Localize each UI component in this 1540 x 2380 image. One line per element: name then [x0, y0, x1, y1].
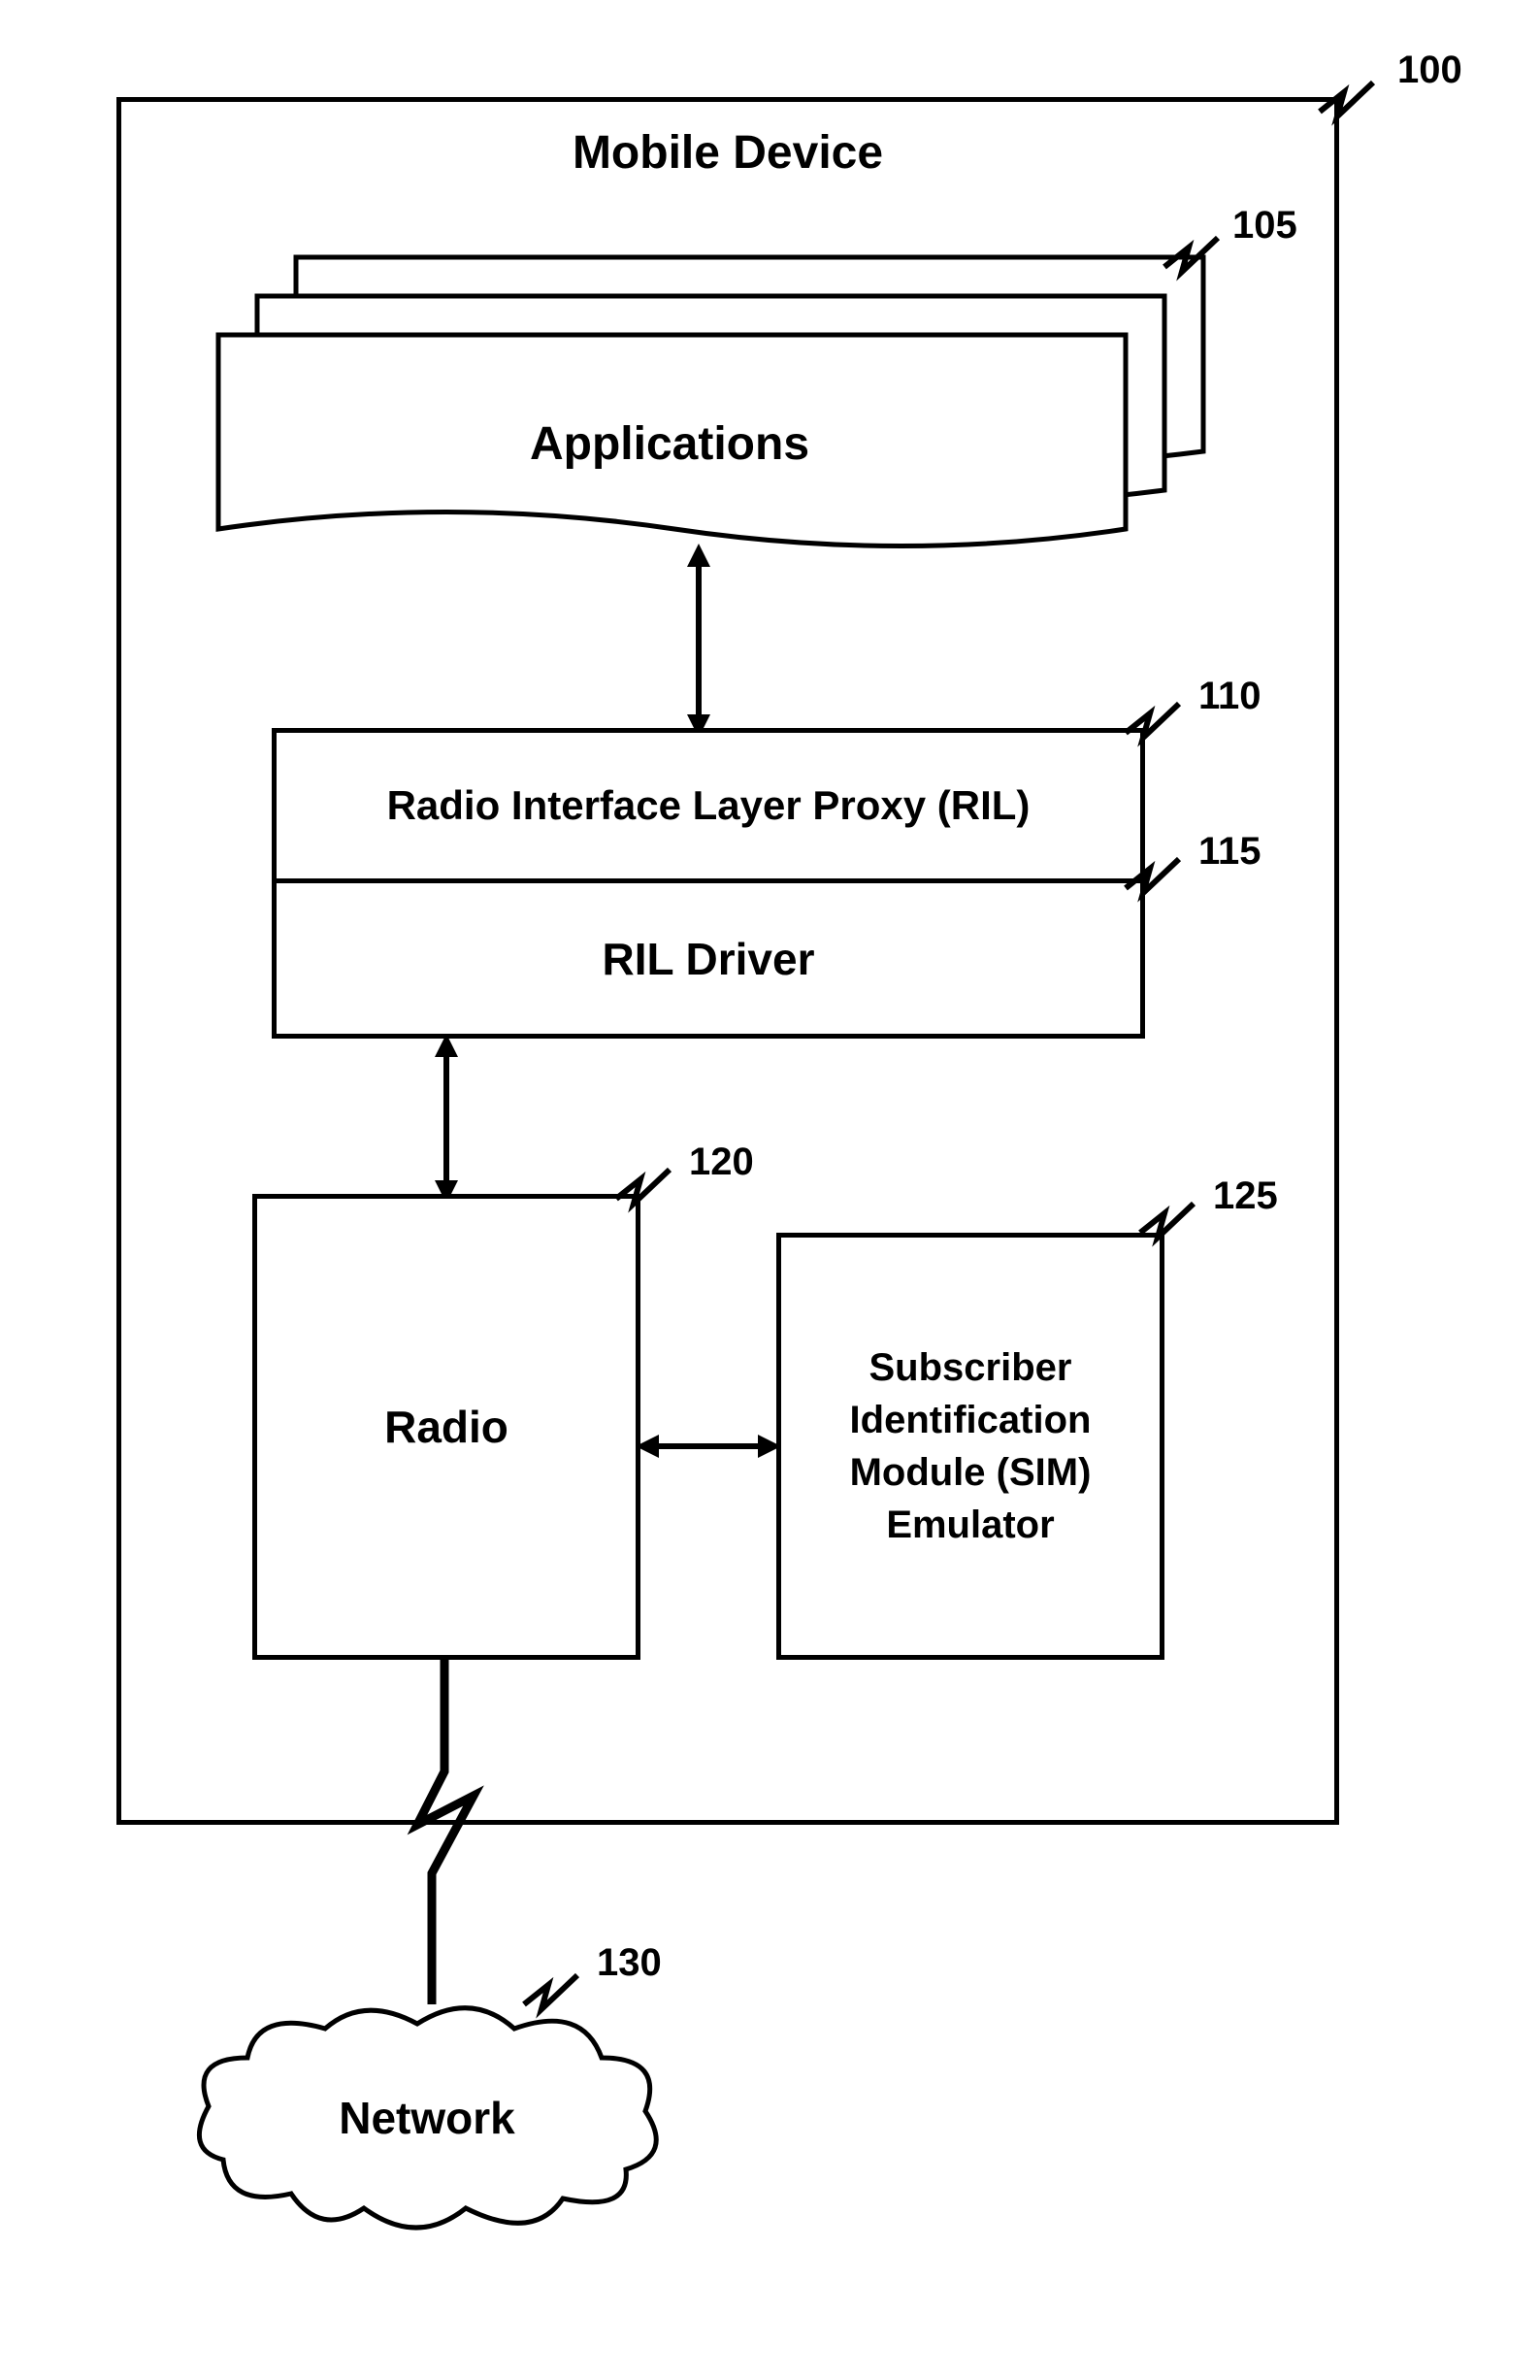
ref-label-110: 110	[1198, 675, 1261, 718]
ril-proxy-label: Radio Interface Layer Proxy (RIL)	[387, 782, 1031, 829]
arrow-radio-sim	[636, 1427, 781, 1466]
ril-driver-box: RIL Driver	[272, 878, 1145, 1039]
radio-box: Radio	[252, 1194, 640, 1660]
applications-stack	[213, 252, 1213, 573]
arrow-ril-radio	[427, 1034, 466, 1204]
ref-label-130: 130	[597, 1941, 662, 1985]
device-frame-title: Mobile Device	[116, 126, 1339, 180]
radio-label: Radio	[384, 1401, 508, 1453]
ril-proxy-box: Radio Interface Layer Proxy (RIL)	[272, 728, 1145, 883]
ref-label-125: 125	[1213, 1174, 1278, 1218]
ref-label-100: 100	[1397, 49, 1462, 92]
network-label: Network	[175, 2092, 679, 2144]
applications-label: Applications	[213, 417, 1126, 471]
ril-driver-label: RIL Driver	[602, 933, 814, 985]
sim-label: Subscriber Identification Module (SIM) E…	[850, 1341, 1092, 1551]
ref-label-105: 105	[1232, 204, 1297, 248]
arrow-apps-ril	[679, 544, 718, 738]
lightning-radio-network	[388, 1655, 505, 2004]
diagram-canvas: Mobile Device 100 Applications 105 Radio…	[0, 0, 1540, 2380]
ref-label-120: 120	[689, 1140, 754, 1184]
sim-box: Subscriber Identification Module (SIM) E…	[776, 1233, 1164, 1660]
ref-label-115: 115	[1198, 830, 1261, 874]
